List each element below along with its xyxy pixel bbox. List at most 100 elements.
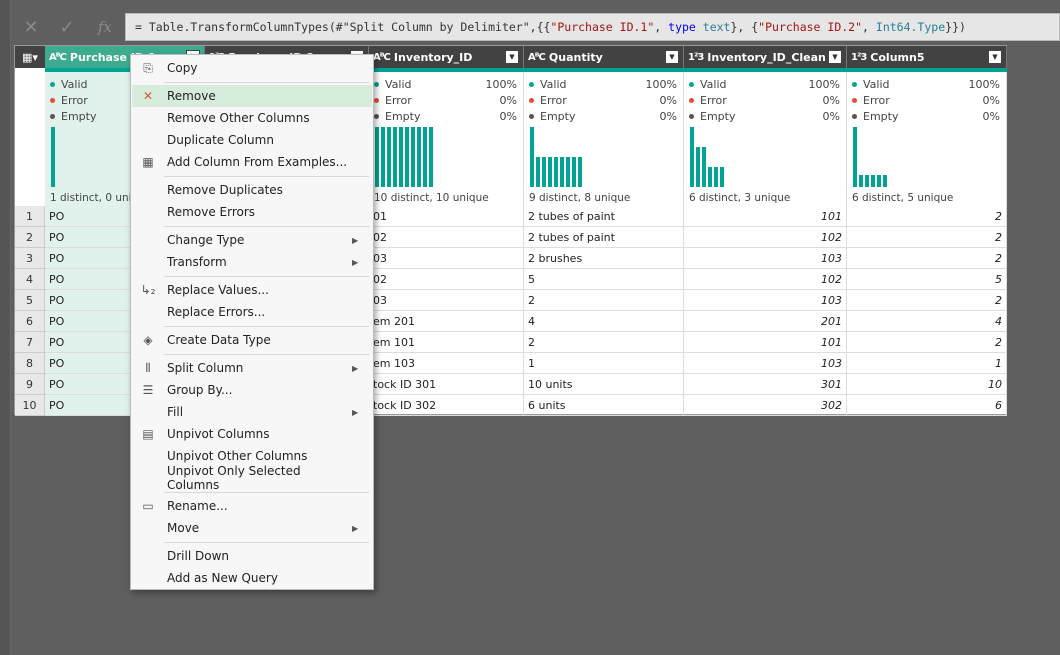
column-header[interactable]: 1²3 Column5 ▼ (847, 46, 1007, 68)
menu-item-copy[interactable]: ⎘ Copy (132, 57, 372, 79)
close-icon[interactable]: ✕ (23, 16, 39, 38)
column-header[interactable]: 1²3 Inventory_ID_Clean ▼ (684, 46, 847, 68)
profile-valid-label: Valid (61, 77, 88, 91)
table-menu-icon[interactable]: ▦▾ (15, 46, 45, 68)
table-cell[interactable]: 103 (684, 353, 847, 374)
table-cell[interactable]: 2 tubes of paint (524, 227, 684, 248)
table-cell[interactable]: 2 (847, 227, 1007, 248)
menu-item-move[interactable]: Move ▶ (132, 517, 372, 539)
column-header[interactable]: AᴮC Quantity ▼ (524, 46, 684, 68)
row-number[interactable]: 6 (15, 311, 45, 332)
menu-item-duplicate-column[interactable]: Duplicate Column (132, 129, 372, 151)
table-cell[interactable]: 201 (684, 311, 847, 332)
table-cell[interactable]: 2 (847, 290, 1007, 311)
menu-item-remove[interactable]: ✕ Remove (132, 85, 372, 107)
table-cell[interactable]: 103 (684, 248, 847, 269)
menu-item-remove-other-columns[interactable]: Remove Other Columns (132, 107, 372, 129)
chevron-down-icon[interactable]: ▼ (665, 50, 679, 64)
type-icon[interactable]: AᴮC (373, 51, 391, 63)
type-icon[interactable]: AᴮC (49, 51, 67, 63)
table-cell[interactable]: 1 (847, 353, 1007, 374)
distribution-bar (405, 127, 409, 187)
check-icon[interactable]: ✓ (59, 16, 75, 38)
formula-input[interactable]: = Table.TransformColumnTypes(#"Split Col… (125, 13, 1060, 41)
menu-item-fill[interactable]: Fill ▶ (132, 401, 372, 423)
table-cell[interactable]: 302 (684, 395, 847, 416)
table-cell[interactable]: 2 (524, 290, 684, 311)
row-number[interactable]: 1 (15, 206, 45, 227)
table-cell[interactable]: 101 (684, 206, 847, 227)
formula-prefix: = Table.TransformColumnTypes(#"Split Col… (135, 20, 551, 34)
menu-item-transform[interactable]: Transform ▶ (132, 251, 372, 273)
menu-item-replace-values[interactable]: ↳₂ Replace Values... (132, 279, 372, 301)
table-cell[interactable]: 2 (847, 206, 1007, 227)
row-number[interactable]: 2 (15, 227, 45, 248)
menu-item-label: Unpivot Only Selected Columns (167, 464, 301, 492)
table-cell[interactable]: em 103 (369, 353, 524, 374)
menu-item-add-column-from-examples[interactable]: ▦ Add Column From Examples... (132, 151, 372, 173)
chevron-down-icon[interactable]: ▼ (505, 50, 519, 64)
table-cell[interactable]: 102 (684, 269, 847, 290)
type-icon[interactable]: 1²3 (851, 51, 867, 63)
menu-item-add-as-new-query[interactable]: Add as New Query (132, 567, 372, 589)
chevron-down-icon[interactable]: ▼ (988, 50, 1002, 64)
table-cell[interactable]: 10 units (524, 374, 684, 395)
menu-item-replace-errors[interactable]: Replace Errors... (132, 301, 372, 323)
table-cell[interactable]: 103 (684, 290, 847, 311)
row-number[interactable]: 10 (15, 395, 45, 416)
menu-item-label: Move (167, 521, 200, 535)
menu-item-unpivot-only-selected-columns[interactable]: Unpivot Only Selected Columns (132, 464, 372, 492)
menu-item-group-by[interactable]: ☰ Group By... (132, 379, 372, 401)
table-cell[interactable]: em 101 (369, 332, 524, 353)
table-cell[interactable]: 6 (847, 395, 1007, 416)
table-cell[interactable]: 301 (684, 374, 847, 395)
menu-item-remove-errors[interactable]: Remove Errors (132, 201, 372, 223)
table-cell[interactable]: 2 (847, 248, 1007, 269)
profile-valid-row: Valid (50, 77, 198, 91)
column-header[interactable]: AᴮC Inventory_ID ▼ (369, 46, 524, 68)
table-cell[interactable]: 5 (847, 269, 1007, 290)
table-cell[interactable]: 2 (847, 332, 1007, 353)
chevron-down-icon[interactable]: ▼ (828, 50, 842, 64)
row-number[interactable]: 8 (15, 353, 45, 374)
menu-item-split-column[interactable]: ⫴ Split Column ▶ (132, 357, 372, 379)
table-cell[interactable]: 02 (369, 227, 524, 248)
row-number[interactable]: 7 (15, 332, 45, 353)
row-number[interactable]: 4 (15, 269, 45, 290)
table-cell[interactable]: 03 (369, 290, 524, 311)
table-cell[interactable]: 102 (684, 227, 847, 248)
menu-item-drill-down[interactable]: Drill Down (132, 545, 372, 567)
table-cell[interactable]: tock ID 302 (369, 395, 524, 416)
table-cell[interactable]: em 201 (369, 311, 524, 332)
menu-item-change-type[interactable]: Change Type ▶ (132, 229, 372, 251)
menu-item-unpivot-columns[interactable]: ▤ Unpivot Columns (132, 423, 372, 445)
fx-icon[interactable]: fx (97, 18, 112, 36)
table-cell[interactable]: 10 (847, 374, 1007, 395)
table-cell[interactable]: 5 (524, 269, 684, 290)
distinct-count: 9 distinct, 8 unique (529, 192, 631, 204)
table-cell[interactable]: 4 (847, 311, 1007, 332)
table-cell[interactable]: 2 tubes of paint (524, 206, 684, 227)
menu-item-create-data-type[interactable]: ◈ Create Data Type (132, 329, 372, 351)
table-cell[interactable]: 2 (524, 332, 684, 353)
type-icon[interactable]: AᴮC (528, 51, 546, 63)
table-cell[interactable]: 02 (369, 269, 524, 290)
menu-item-unpivot-other-columns[interactable]: Unpivot Other Columns (132, 445, 372, 467)
table-cell[interactable]: 01 (369, 206, 524, 227)
table-cell[interactable]: 4 (524, 311, 684, 332)
row-number[interactable]: 3 (15, 248, 45, 269)
distribution-bar (708, 167, 712, 187)
menu-item-rename[interactable]: ▭ Rename... (132, 495, 372, 517)
table-cell[interactable]: 101 (684, 332, 847, 353)
menu-item-label: Remove Errors (167, 205, 256, 219)
table-cell[interactable]: 1 (524, 353, 684, 374)
table-cell[interactable]: 6 units (524, 395, 684, 416)
type-icon[interactable]: 1²3 (688, 51, 704, 63)
row-number[interactable]: 5 (15, 290, 45, 311)
menu-item-remove-duplicates[interactable]: Remove Duplicates (132, 179, 372, 201)
row-number[interactable]: 9 (15, 374, 45, 395)
column-name: Inventory_ID (393, 50, 473, 64)
table-cell[interactable]: tock ID 301 (369, 374, 524, 395)
table-cell[interactable]: 03 (369, 248, 524, 269)
table-cell[interactable]: 2 brushes (524, 248, 684, 269)
